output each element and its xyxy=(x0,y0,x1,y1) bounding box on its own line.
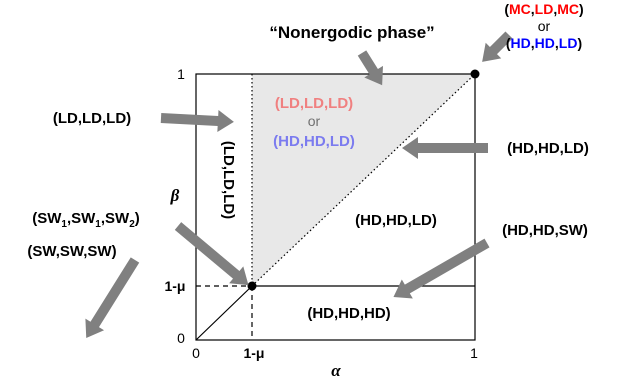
y-axis-label: β xyxy=(170,186,180,205)
y-tick-one: 1 xyxy=(177,66,185,82)
label-bottom-region: (HD,HD,HD) xyxy=(307,305,390,322)
y-tick-zero: 0 xyxy=(177,330,185,346)
label-central: (HD,HD,LD) xyxy=(355,212,437,229)
label-sw-all: (SW,SW,SW) xyxy=(27,243,116,260)
label-top-right-line1: (MC,LD,MC) xyxy=(504,1,583,17)
x-tick-mu: 1-μ xyxy=(243,345,264,361)
critical-point-mu xyxy=(247,281,257,291)
critical-point-corner xyxy=(470,69,480,79)
label-top-right-line2: (HD,HD,LD) xyxy=(506,35,582,51)
x-tick-one: 1 xyxy=(470,345,478,361)
arrow-sw-all-icon xyxy=(85,257,140,339)
x-tick-zero: 0 xyxy=(192,345,200,361)
label-sw-mixed: (SW1,SW1,SW2) xyxy=(32,210,140,230)
arrow-left-top-icon xyxy=(160,109,234,132)
arrow-top-right-icon xyxy=(482,31,513,62)
diagram-title: “Nonergodic phase” xyxy=(269,23,434,42)
shaded-label-or: or xyxy=(308,113,321,129)
x-axis-label: α xyxy=(331,361,341,380)
boundary-diagonal-solid xyxy=(195,285,253,341)
label-right-mid: (HD,HD,LD) xyxy=(507,140,589,157)
phase-square xyxy=(195,73,476,341)
label-vertical-strip: (LD,LD,LD) xyxy=(220,141,237,219)
shaded-label-line1: (LD,LD,LD) xyxy=(275,95,353,112)
y-tick-mu: 1-μ xyxy=(164,278,185,294)
shaded-label-line2: (HD,HD,LD) xyxy=(273,133,355,150)
arrow-right-mid-icon xyxy=(402,137,488,159)
boundary-diagonal-dotted xyxy=(251,73,476,287)
arrow-title-icon xyxy=(357,50,383,86)
arrow-sw-mixed-icon xyxy=(174,222,249,286)
label-right-lower: (HD,HD,SW) xyxy=(502,222,588,239)
label-left-top: (LD,LD,LD) xyxy=(53,110,131,127)
arrow-right-lower-icon xyxy=(393,238,490,299)
label-top-right-or: or xyxy=(538,18,551,34)
